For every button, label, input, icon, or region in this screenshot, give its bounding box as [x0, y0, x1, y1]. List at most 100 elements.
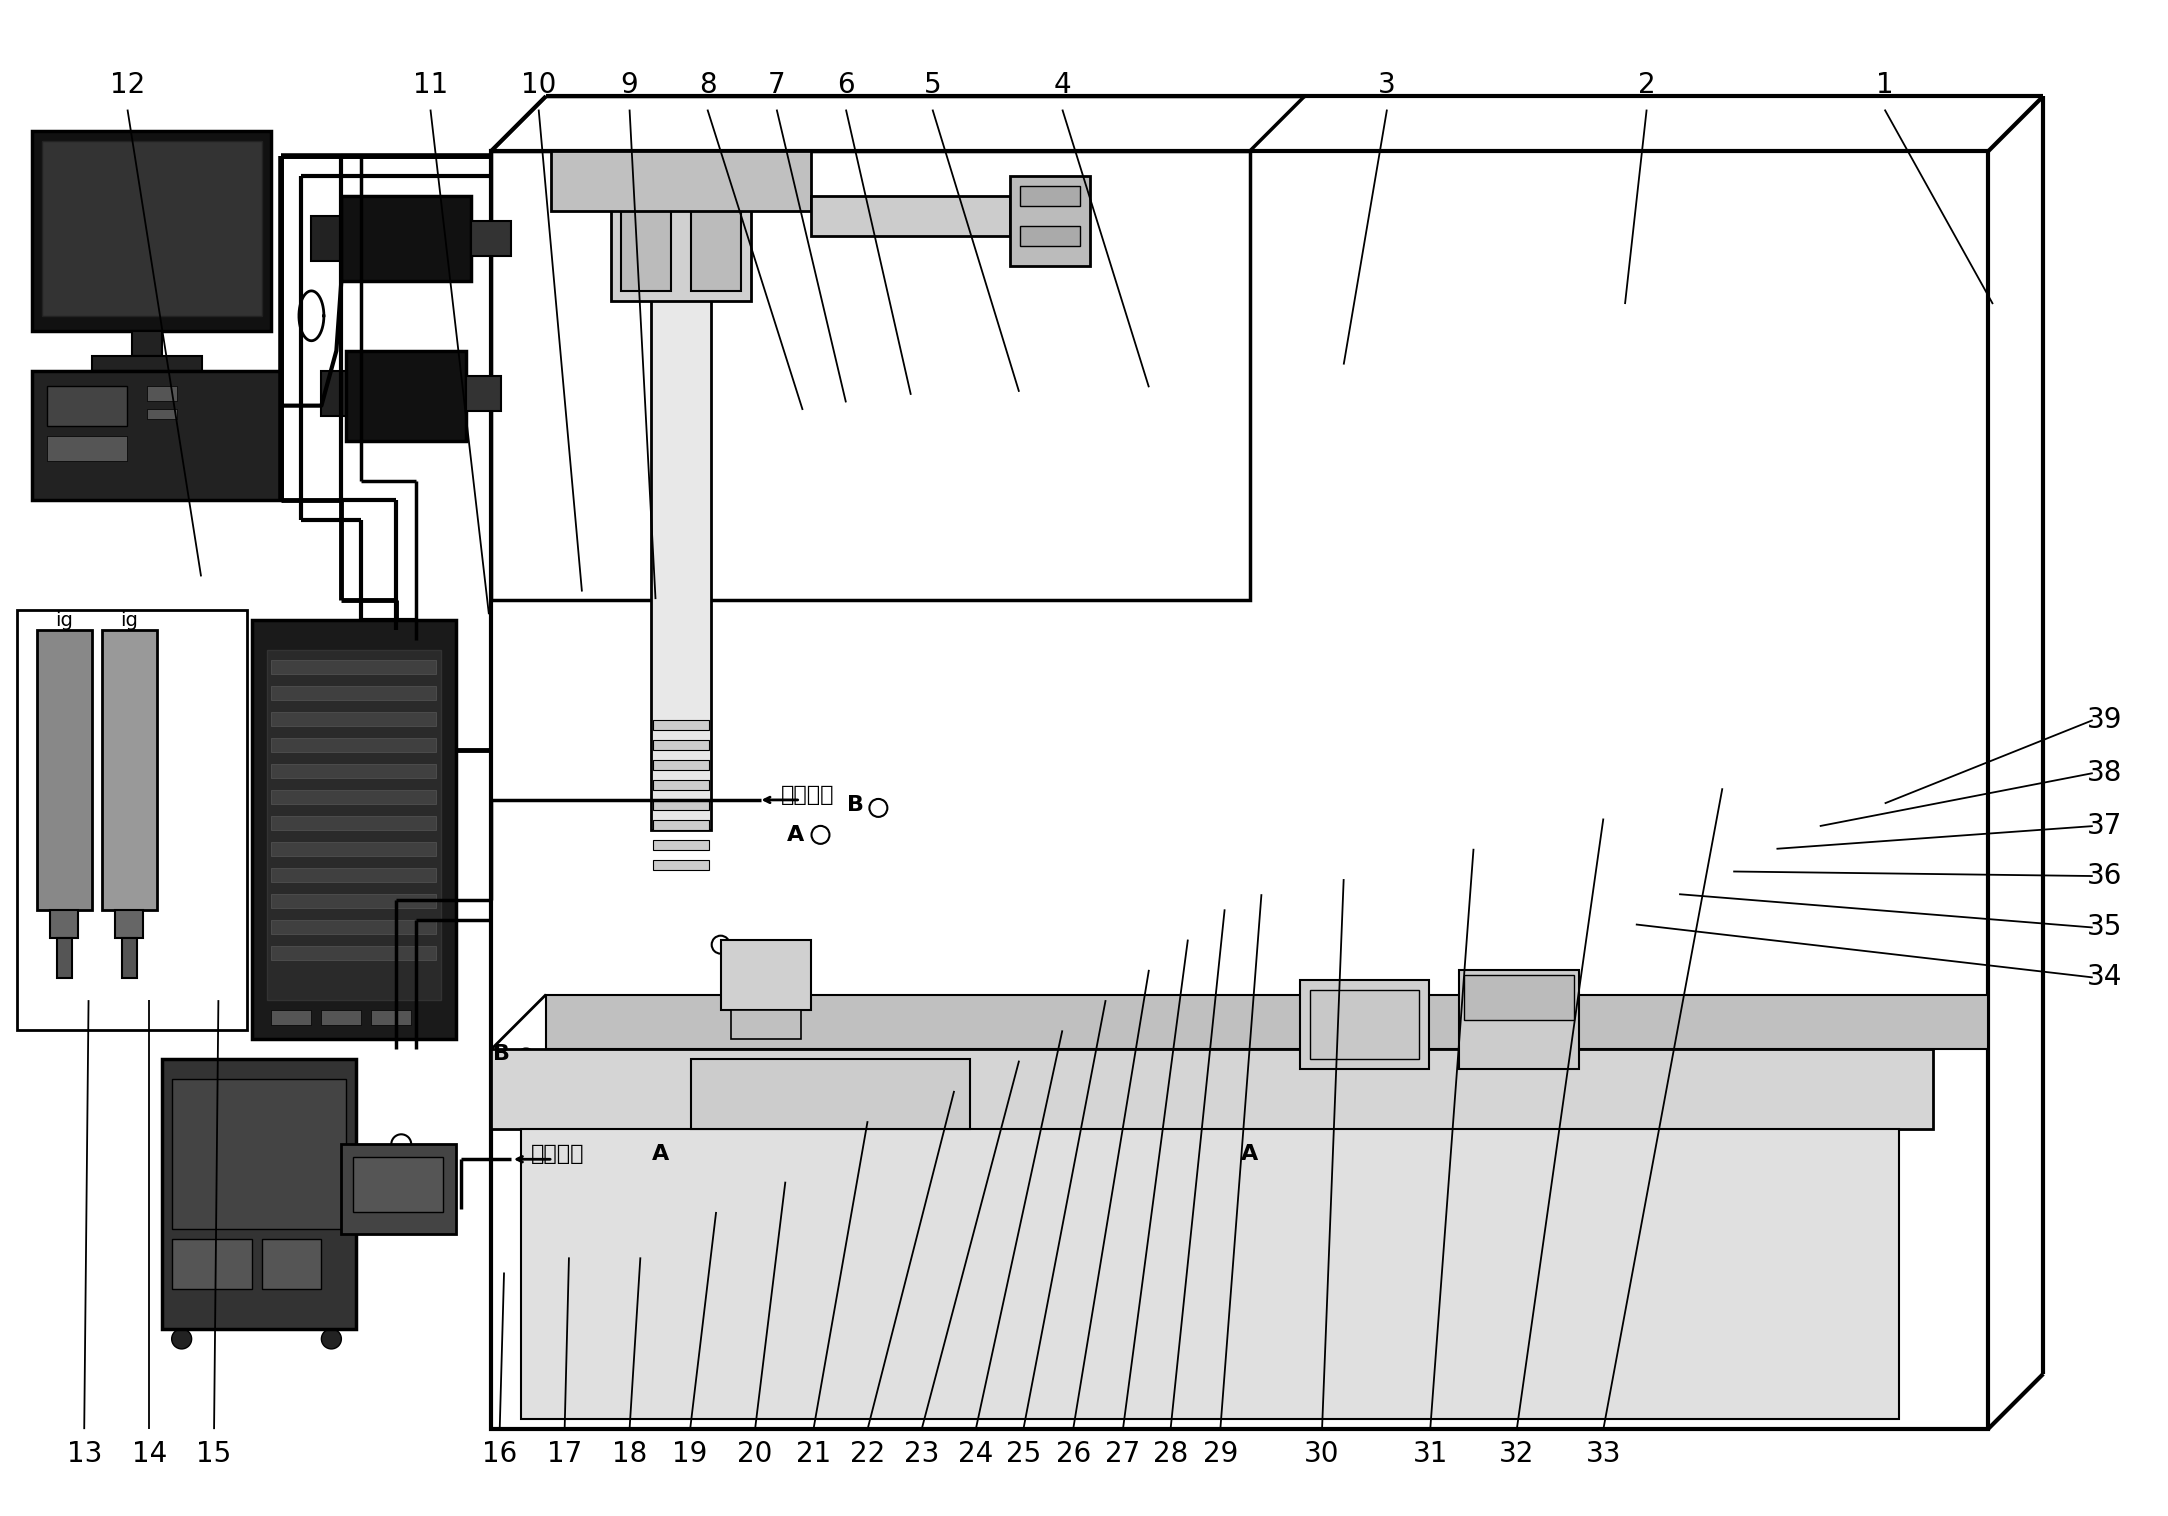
- Bar: [620, 211, 670, 291]
- Text: ig: ig: [54, 611, 74, 629]
- Text: A: A: [787, 825, 804, 844]
- Bar: [340, 196, 470, 280]
- Bar: [551, 152, 811, 211]
- Text: 19: 19: [672, 1440, 707, 1467]
- Bar: [653, 760, 709, 770]
- Text: 21: 21: [796, 1440, 830, 1467]
- Bar: [17, 611, 247, 1029]
- Text: 2: 2: [1637, 71, 1656, 99]
- Bar: [132, 330, 163, 356]
- Text: 18: 18: [611, 1440, 648, 1467]
- Text: 1: 1: [1875, 71, 1893, 99]
- Bar: [520, 1129, 1899, 1419]
- Text: 29: 29: [1203, 1440, 1238, 1467]
- Bar: [720, 940, 811, 1010]
- Bar: [147, 409, 176, 418]
- Bar: [811, 196, 1010, 236]
- Bar: [121, 938, 137, 978]
- Bar: [312, 215, 340, 261]
- Bar: [50, 910, 78, 938]
- Bar: [653, 740, 709, 750]
- Text: 36: 36: [2088, 863, 2122, 890]
- Text: 32: 32: [1498, 1440, 1535, 1467]
- Bar: [147, 385, 176, 400]
- Text: 回冷却水: 回冷却水: [780, 785, 835, 805]
- Bar: [271, 816, 436, 829]
- Text: 35: 35: [2088, 914, 2122, 941]
- Ellipse shape: [1453, 1013, 1468, 1026]
- Bar: [353, 1157, 442, 1213]
- Bar: [492, 152, 1249, 600]
- Bar: [91, 356, 202, 371]
- Bar: [1010, 176, 1091, 265]
- Text: 4: 4: [1054, 71, 1071, 99]
- Text: 20: 20: [737, 1440, 772, 1467]
- Text: 22: 22: [850, 1440, 885, 1467]
- Bar: [271, 867, 436, 882]
- Bar: [171, 1239, 251, 1289]
- Ellipse shape: [811, 826, 830, 844]
- Text: 5: 5: [924, 71, 941, 99]
- Text: 9: 9: [620, 71, 637, 99]
- Bar: [267, 650, 440, 999]
- Text: 11: 11: [412, 71, 449, 99]
- Bar: [492, 1049, 1934, 1129]
- Text: 30: 30: [1305, 1440, 1340, 1467]
- Bar: [1021, 226, 1080, 246]
- Text: A: A: [1240, 1145, 1257, 1164]
- Ellipse shape: [390, 1134, 412, 1154]
- Text: 12: 12: [111, 71, 145, 99]
- Ellipse shape: [770, 1041, 891, 1076]
- Bar: [271, 946, 436, 960]
- Bar: [653, 840, 709, 850]
- Bar: [692, 211, 741, 291]
- Bar: [56, 938, 72, 978]
- Bar: [271, 764, 436, 778]
- Bar: [731, 1010, 800, 1040]
- Bar: [251, 620, 455, 1040]
- Text: 8: 8: [698, 71, 715, 99]
- Bar: [653, 720, 709, 731]
- Text: 39: 39: [2088, 706, 2122, 734]
- Text: 37: 37: [2088, 813, 2122, 840]
- Text: 23: 23: [904, 1440, 939, 1467]
- Ellipse shape: [869, 799, 887, 817]
- Text: 26: 26: [1056, 1440, 1091, 1467]
- Bar: [653, 820, 709, 829]
- Bar: [1463, 975, 1574, 1020]
- Text: 7: 7: [767, 71, 785, 99]
- Bar: [546, 994, 1988, 1049]
- Bar: [102, 631, 156, 910]
- Text: A: A: [653, 1145, 670, 1164]
- Text: 15: 15: [197, 1440, 232, 1467]
- Text: 25: 25: [1006, 1440, 1041, 1467]
- Bar: [271, 687, 436, 700]
- Text: 34: 34: [2088, 963, 2122, 991]
- Text: 3: 3: [1379, 71, 1396, 99]
- Bar: [653, 860, 709, 870]
- Text: 14: 14: [132, 1440, 167, 1467]
- Bar: [48, 385, 126, 426]
- Bar: [650, 152, 711, 829]
- Bar: [115, 910, 143, 938]
- Bar: [271, 713, 436, 726]
- Bar: [466, 376, 501, 411]
- Bar: [33, 371, 282, 500]
- Bar: [1459, 970, 1578, 1069]
- Text: 31: 31: [1414, 1440, 1448, 1467]
- Ellipse shape: [692, 1040, 971, 1119]
- Ellipse shape: [171, 1330, 191, 1349]
- Bar: [171, 1079, 347, 1229]
- Text: 33: 33: [1585, 1440, 1622, 1467]
- Bar: [340, 1145, 455, 1234]
- Bar: [1021, 186, 1080, 206]
- Bar: [371, 1010, 412, 1025]
- Bar: [271, 920, 436, 934]
- Text: B: B: [492, 1045, 509, 1064]
- Text: 27: 27: [1106, 1440, 1140, 1467]
- Bar: [163, 1060, 356, 1330]
- Text: 10: 10: [520, 71, 557, 99]
- Bar: [347, 350, 466, 441]
- Text: 13: 13: [67, 1440, 102, 1467]
- Ellipse shape: [321, 1330, 340, 1349]
